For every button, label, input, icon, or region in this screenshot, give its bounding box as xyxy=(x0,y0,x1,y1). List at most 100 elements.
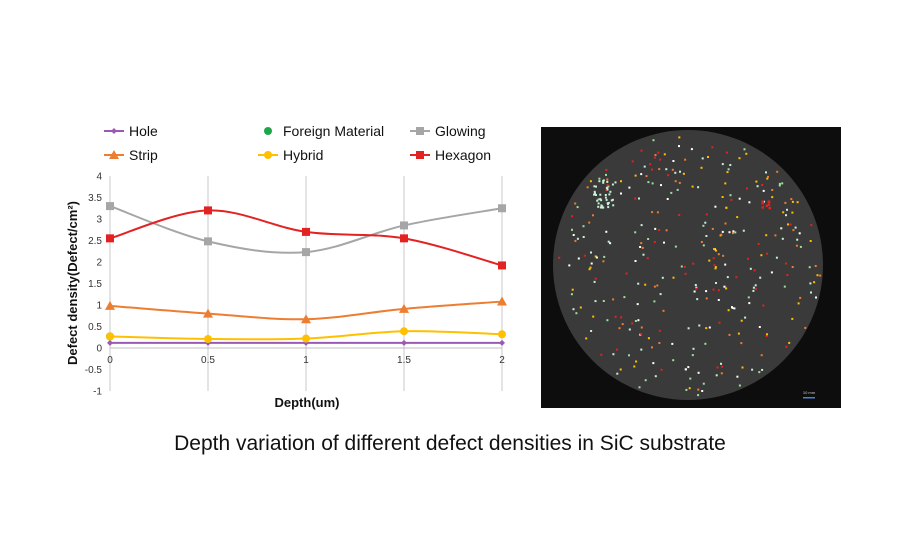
defect-dot xyxy=(744,316,747,319)
defect-dot xyxy=(619,368,622,371)
legend-label: Hexagon xyxy=(435,147,491,163)
defect-dot xyxy=(659,293,662,296)
y-tick-label: 3.5 xyxy=(88,193,102,204)
defect-dot xyxy=(574,239,577,242)
data-point xyxy=(400,234,408,243)
defect-dot xyxy=(761,368,764,371)
defect-dot xyxy=(794,226,797,229)
defect-dot xyxy=(665,229,668,232)
defect-dot xyxy=(792,229,795,232)
defect-dot xyxy=(735,276,738,279)
defect-dot xyxy=(730,198,733,201)
defect-dot xyxy=(594,192,596,195)
defect-dot xyxy=(724,182,727,185)
defect-dot xyxy=(654,227,657,230)
defect-dot xyxy=(714,266,717,269)
defect-dot xyxy=(705,290,708,293)
wafer-disc xyxy=(553,130,823,400)
defect-dot xyxy=(761,206,764,209)
data-point xyxy=(498,330,506,339)
defect-dot xyxy=(791,200,794,203)
legend-label: Hybrid xyxy=(283,147,323,163)
defect-dot xyxy=(597,198,600,201)
legend-item: Hybrid xyxy=(258,147,323,163)
defect-dot xyxy=(621,323,624,326)
data-point xyxy=(498,204,506,213)
defect-dot xyxy=(644,283,647,286)
data-point xyxy=(106,332,114,341)
defect-dot xyxy=(695,286,698,289)
defect-dot xyxy=(647,181,650,184)
defect-dot xyxy=(647,337,650,340)
defect-dot xyxy=(740,342,743,345)
defect-dot xyxy=(780,227,783,230)
defect-dot xyxy=(720,362,722,365)
defect-dot xyxy=(612,298,615,301)
defect-dot xyxy=(758,326,761,328)
data-point xyxy=(302,227,310,236)
defect-dot xyxy=(785,345,788,348)
defect-dot xyxy=(606,319,609,322)
defect-dot xyxy=(695,287,698,290)
defect-dot xyxy=(738,197,741,200)
series-hexagon xyxy=(106,206,506,270)
defect-dot xyxy=(759,276,762,279)
defect-dot xyxy=(674,245,677,248)
defect-dot xyxy=(671,168,674,171)
defect-dot xyxy=(577,257,580,260)
y-tick-label: -0.5 xyxy=(85,365,103,376)
defect-dot xyxy=(628,328,631,331)
defect-dot xyxy=(594,277,597,280)
defect-dot xyxy=(723,285,726,288)
legend-item: Glowing xyxy=(410,123,486,139)
y-tick-label: 2.5 xyxy=(88,236,102,247)
defect-dot xyxy=(721,196,724,198)
defect-dot xyxy=(782,211,785,214)
defect-dot xyxy=(661,276,664,279)
defect-dot xyxy=(771,189,774,191)
defect-dot xyxy=(683,265,686,268)
defect-dot xyxy=(690,148,693,151)
defect-dot xyxy=(665,168,668,171)
defect-dot xyxy=(628,354,630,357)
defect-dot xyxy=(640,242,643,245)
defect-dot xyxy=(804,326,807,329)
defect-dot xyxy=(797,302,800,305)
defect-dot xyxy=(727,309,730,312)
defect-dot xyxy=(605,168,608,171)
defect-dot xyxy=(672,359,675,362)
chart-series xyxy=(105,202,507,346)
defect-dot xyxy=(606,188,609,191)
y-tick-label: 4 xyxy=(96,172,102,183)
x-tick-label: 0.5 xyxy=(201,355,215,366)
defect-dot xyxy=(707,156,709,158)
defect-dot xyxy=(602,206,605,209)
defect-dot xyxy=(708,326,711,329)
legend-label: Glowing xyxy=(435,123,486,139)
defect-dot xyxy=(590,251,592,254)
defect-dot xyxy=(754,288,757,290)
defect-dot xyxy=(606,180,609,183)
defect-dot xyxy=(656,211,659,214)
defect-dot xyxy=(568,264,571,267)
defect-dot xyxy=(595,256,598,259)
defect-dot xyxy=(771,196,774,199)
defect-dot xyxy=(631,160,634,163)
defect-dot xyxy=(640,348,643,351)
defect-dot xyxy=(774,234,777,237)
defect-dot xyxy=(790,198,793,201)
defect-dot xyxy=(700,241,703,243)
defect-dot xyxy=(658,342,661,344)
defect-dot xyxy=(691,354,694,357)
defect-dot xyxy=(593,185,596,188)
defect-dot xyxy=(768,206,771,210)
defect-dot xyxy=(731,306,733,309)
defect-dot xyxy=(747,296,750,299)
y-axis-title: Defect density(Defect/cm²) xyxy=(65,201,80,365)
defect-dot xyxy=(620,192,622,195)
defect-dot xyxy=(736,216,739,219)
x-axis-ticks: 0 0.5 1 1.5 2 xyxy=(107,355,505,366)
defect-dot xyxy=(605,230,608,233)
defect-dot xyxy=(651,168,654,171)
defect-dot xyxy=(785,262,788,265)
